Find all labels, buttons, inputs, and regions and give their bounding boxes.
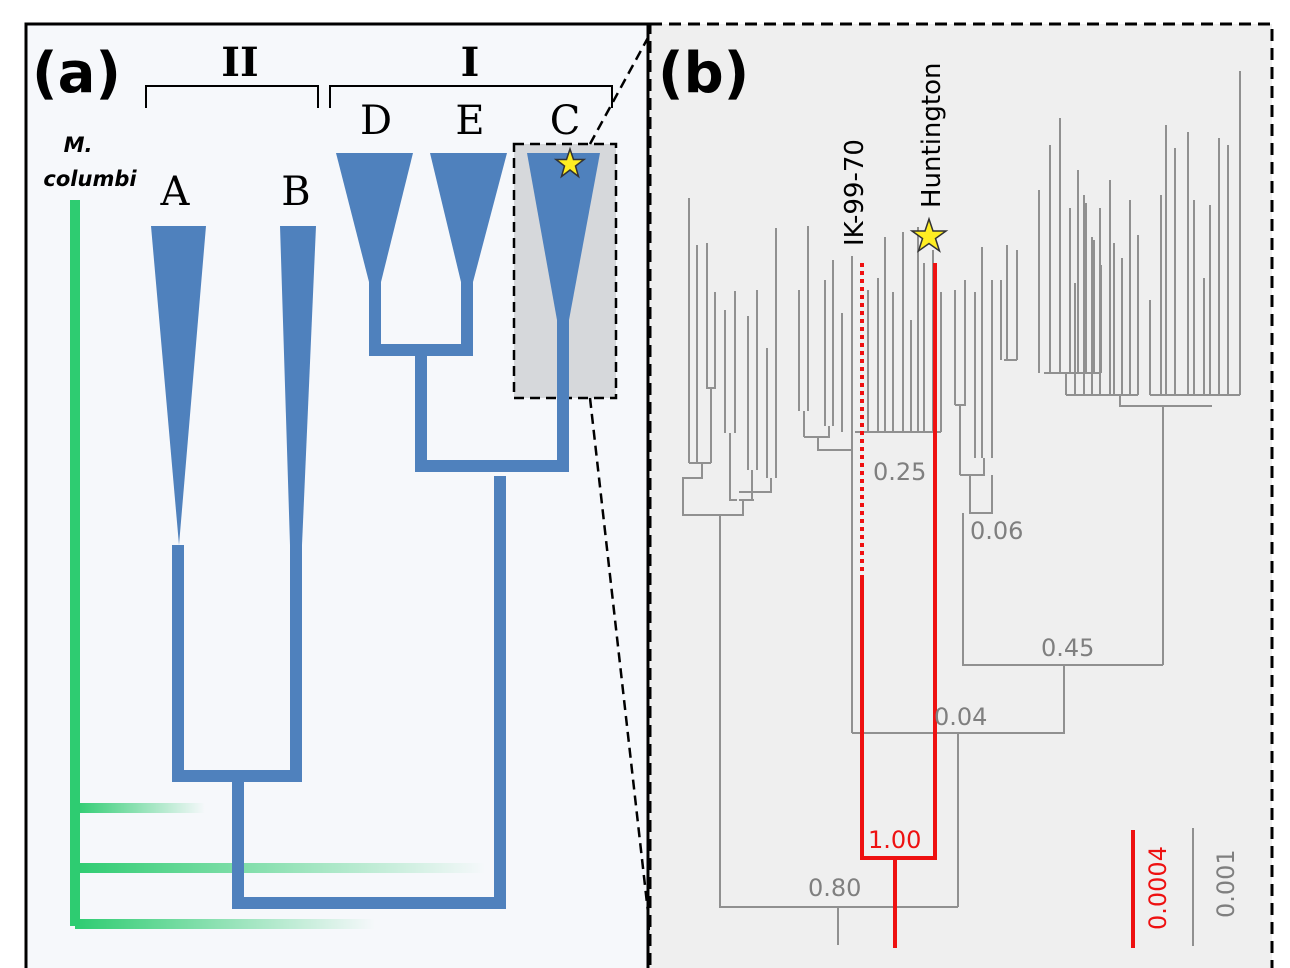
group-label-II: II bbox=[221, 39, 258, 86]
tree-branch bbox=[739, 228, 777, 493]
tree-branch bbox=[798, 226, 852, 451]
zoom-guide-bottom bbox=[588, 397, 652, 931]
clade-DE-branch bbox=[369, 282, 473, 356]
clade-label-A: A bbox=[160, 169, 191, 215]
clade-B-triangle bbox=[280, 226, 316, 545]
star-icon bbox=[553, 146, 587, 179]
tree-branch bbox=[1038, 118, 1102, 373]
highlight-lineages bbox=[860, 263, 937, 948]
clade-D-triangle bbox=[336, 153, 413, 282]
panel-b: (b) bbox=[648, 22, 1274, 968]
support-value: 0.25 bbox=[873, 458, 926, 486]
clade-DEC-branch bbox=[415, 320, 569, 472]
tree-branch bbox=[841, 256, 869, 450]
tree-branch bbox=[851, 431, 941, 733]
clade-A-triangle bbox=[151, 226, 206, 545]
mammoth-clade-tree bbox=[172, 282, 569, 968]
support-value: 1.00 bbox=[868, 826, 921, 854]
star-icon bbox=[909, 216, 949, 253]
group-label-I: I bbox=[461, 39, 480, 86]
tip-label-ik-99-70: IK-99-70 bbox=[840, 139, 870, 246]
clade-AB-stem bbox=[232, 476, 506, 909]
outgroup-lineage bbox=[70, 200, 485, 929]
tree-branch bbox=[719, 515, 958, 908]
outgroup-label-line1: M. bbox=[64, 133, 93, 157]
outgroup-fade-1 bbox=[75, 803, 205, 813]
bracket-group-II bbox=[145, 85, 319, 108]
tree-branch bbox=[852, 665, 1065, 734]
tree-branch bbox=[962, 513, 1163, 666]
panel-a: (a) II I A B D E C M. columbi bbox=[24, 22, 652, 968]
ik-99-70-solid-branch bbox=[860, 263, 937, 860]
tree-branch bbox=[1000, 245, 1018, 361]
panel-b-label: (b) bbox=[658, 41, 749, 106]
outgroup-fade-2 bbox=[75, 863, 485, 873]
tree-branch bbox=[1119, 394, 1240, 665]
outgroup-fade-3 bbox=[75, 919, 375, 929]
clade-label-C: C bbox=[550, 98, 581, 144]
clade-label-D: D bbox=[360, 98, 392, 144]
scale-bar-grey-label: 0.001 bbox=[1212, 849, 1240, 918]
panel-b-background bbox=[648, 22, 1274, 968]
tree-branch bbox=[837, 733, 959, 945]
clade-triangles bbox=[151, 153, 600, 545]
zoom-guide-top bbox=[588, 33, 652, 145]
support-value: 0.04 bbox=[934, 703, 987, 731]
clade-label-E: E bbox=[455, 98, 484, 144]
clade-C-triangle bbox=[527, 153, 600, 320]
panel-a-label: (a) bbox=[32, 41, 121, 106]
clade-E-triangle bbox=[430, 153, 507, 282]
support-value: 0.80 bbox=[808, 874, 861, 902]
tip-label-huntington: Huntington bbox=[917, 63, 947, 209]
bracket-group-I bbox=[329, 85, 613, 108]
tree-branch bbox=[1044, 180, 1139, 395]
support-value: 0.45 bbox=[1041, 634, 1094, 662]
tree-branch bbox=[1066, 71, 1241, 396]
tree-branch bbox=[954, 247, 993, 514]
outgroup-label-line2: columbi bbox=[43, 167, 137, 191]
tree-branch bbox=[683, 290, 758, 516]
clade-label-B: B bbox=[281, 169, 310, 215]
mitogenome-tree bbox=[682, 71, 1241, 945]
support-value: 0.06 bbox=[970, 517, 1023, 545]
scale-bar-red-label: 0.0004 bbox=[1144, 846, 1172, 930]
